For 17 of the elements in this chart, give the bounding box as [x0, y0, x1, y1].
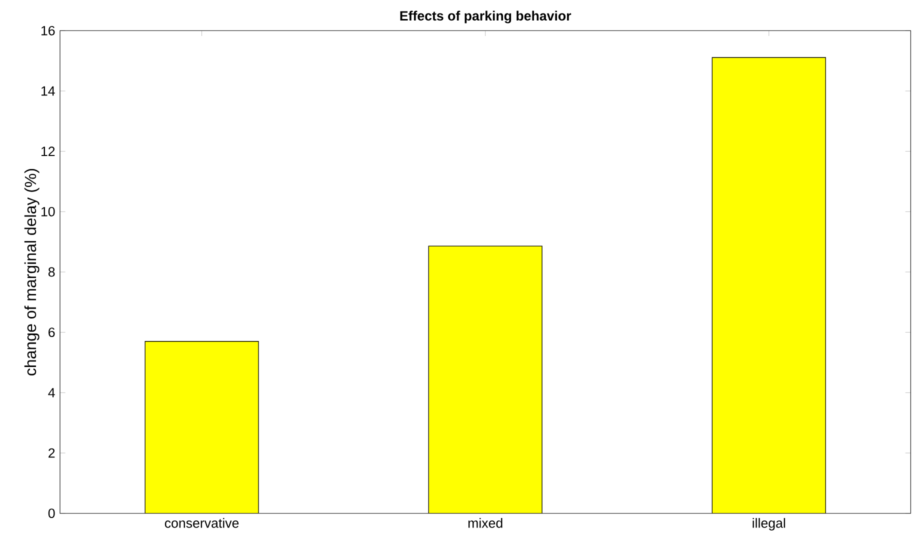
bar	[712, 57, 826, 514]
x-tick-label: mixed	[468, 518, 502, 528]
y-tick-label: 8	[48, 267, 55, 277]
bar	[144, 341, 259, 514]
y-axis-title: change of marginal delay (%)	[24, 168, 40, 376]
y-tick-label: 16	[41, 26, 55, 36]
y-tick-label: 6	[48, 328, 55, 338]
x-tick-label: conservative	[164, 518, 239, 528]
y-tick-label: 10	[41, 206, 55, 216]
y-tick-label: 14	[41, 86, 55, 96]
y-tick-label: 12	[41, 146, 55, 156]
y-tick-label: 4	[48, 388, 55, 398]
y-tick-label: 2	[48, 448, 55, 458]
x-tick-label: illegal	[752, 518, 786, 530]
y-tick-label: 0	[48, 508, 55, 518]
bar	[428, 246, 542, 514]
chart-title: Effects of parking behavior	[400, 10, 572, 24]
